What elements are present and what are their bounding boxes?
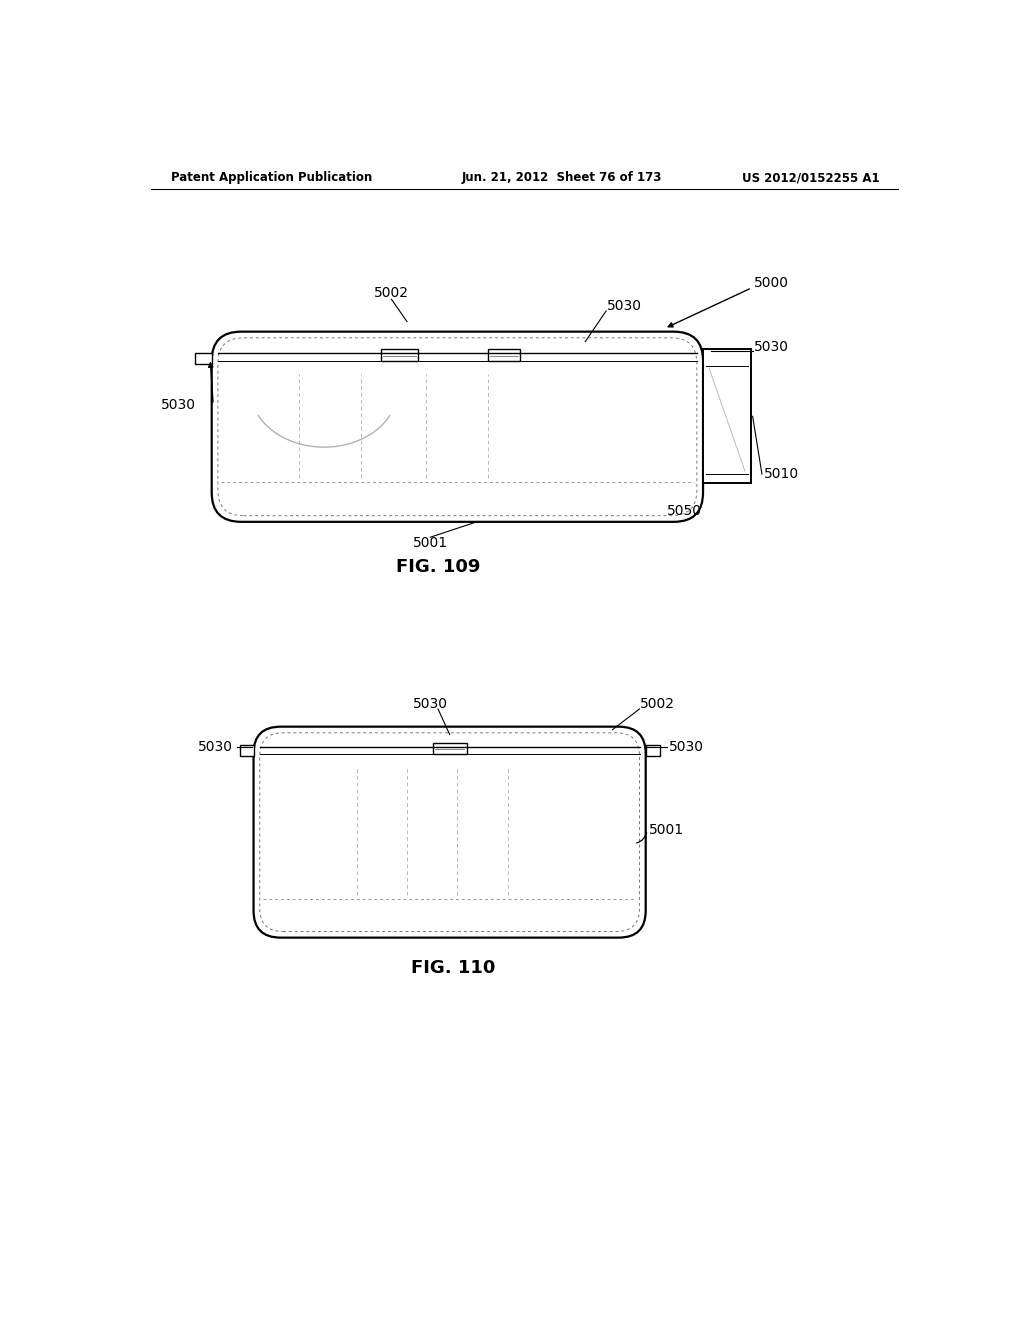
- Text: 5001: 5001: [649, 822, 684, 837]
- Bar: [487, 350, 520, 360]
- Text: 5030: 5030: [161, 397, 196, 412]
- Text: 5030: 5030: [607, 300, 642, 313]
- Text: 5030: 5030: [755, 341, 790, 354]
- Text: 5002: 5002: [374, 286, 409, 300]
- Text: 5030: 5030: [198, 741, 232, 755]
- Text: FIG. 109: FIG. 109: [396, 557, 480, 576]
- Text: 5050: 5050: [667, 504, 701, 517]
- Bar: [432, 743, 467, 755]
- Text: 5030: 5030: [669, 741, 703, 755]
- Bar: [381, 350, 418, 360]
- Bar: [703, 354, 719, 364]
- Text: US 2012/0152255 A1: US 2012/0152255 A1: [742, 172, 880, 185]
- Text: 5002: 5002: [640, 697, 675, 710]
- FancyBboxPatch shape: [254, 726, 646, 937]
- Text: 5030: 5030: [413, 697, 447, 710]
- Bar: [240, 744, 254, 756]
- Text: FIG. 110: FIG. 110: [412, 960, 496, 977]
- Text: Patent Application Publication: Patent Application Publication: [171, 172, 372, 185]
- Text: 5000: 5000: [755, 276, 790, 290]
- Bar: [195, 354, 212, 364]
- Text: Jun. 21, 2012  Sheet 76 of 173: Jun. 21, 2012 Sheet 76 of 173: [461, 172, 662, 185]
- Bar: [646, 744, 659, 756]
- Text: 5010: 5010: [764, 467, 799, 480]
- Text: 5001: 5001: [413, 536, 447, 550]
- Bar: [703, 348, 751, 483]
- FancyBboxPatch shape: [212, 331, 703, 521]
